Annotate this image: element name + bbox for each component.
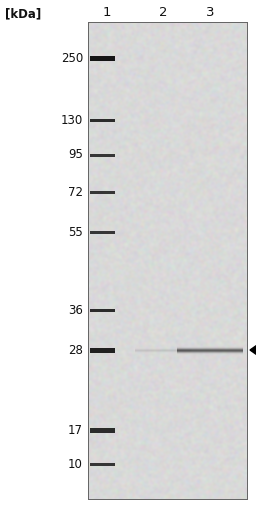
Text: 250: 250 (61, 52, 83, 65)
Text: 28: 28 (68, 343, 83, 357)
Text: 1: 1 (103, 7, 111, 20)
Text: 95: 95 (68, 148, 83, 161)
Text: 2: 2 (159, 7, 167, 20)
Text: 55: 55 (68, 225, 83, 238)
Text: 130: 130 (61, 114, 83, 127)
Text: 3: 3 (206, 7, 214, 20)
Polygon shape (250, 341, 256, 359)
Text: 36: 36 (68, 303, 83, 316)
Text: 17: 17 (68, 423, 83, 436)
Text: [kDa]: [kDa] (5, 8, 41, 21)
Text: 72: 72 (68, 186, 83, 199)
Text: 10: 10 (68, 458, 83, 470)
